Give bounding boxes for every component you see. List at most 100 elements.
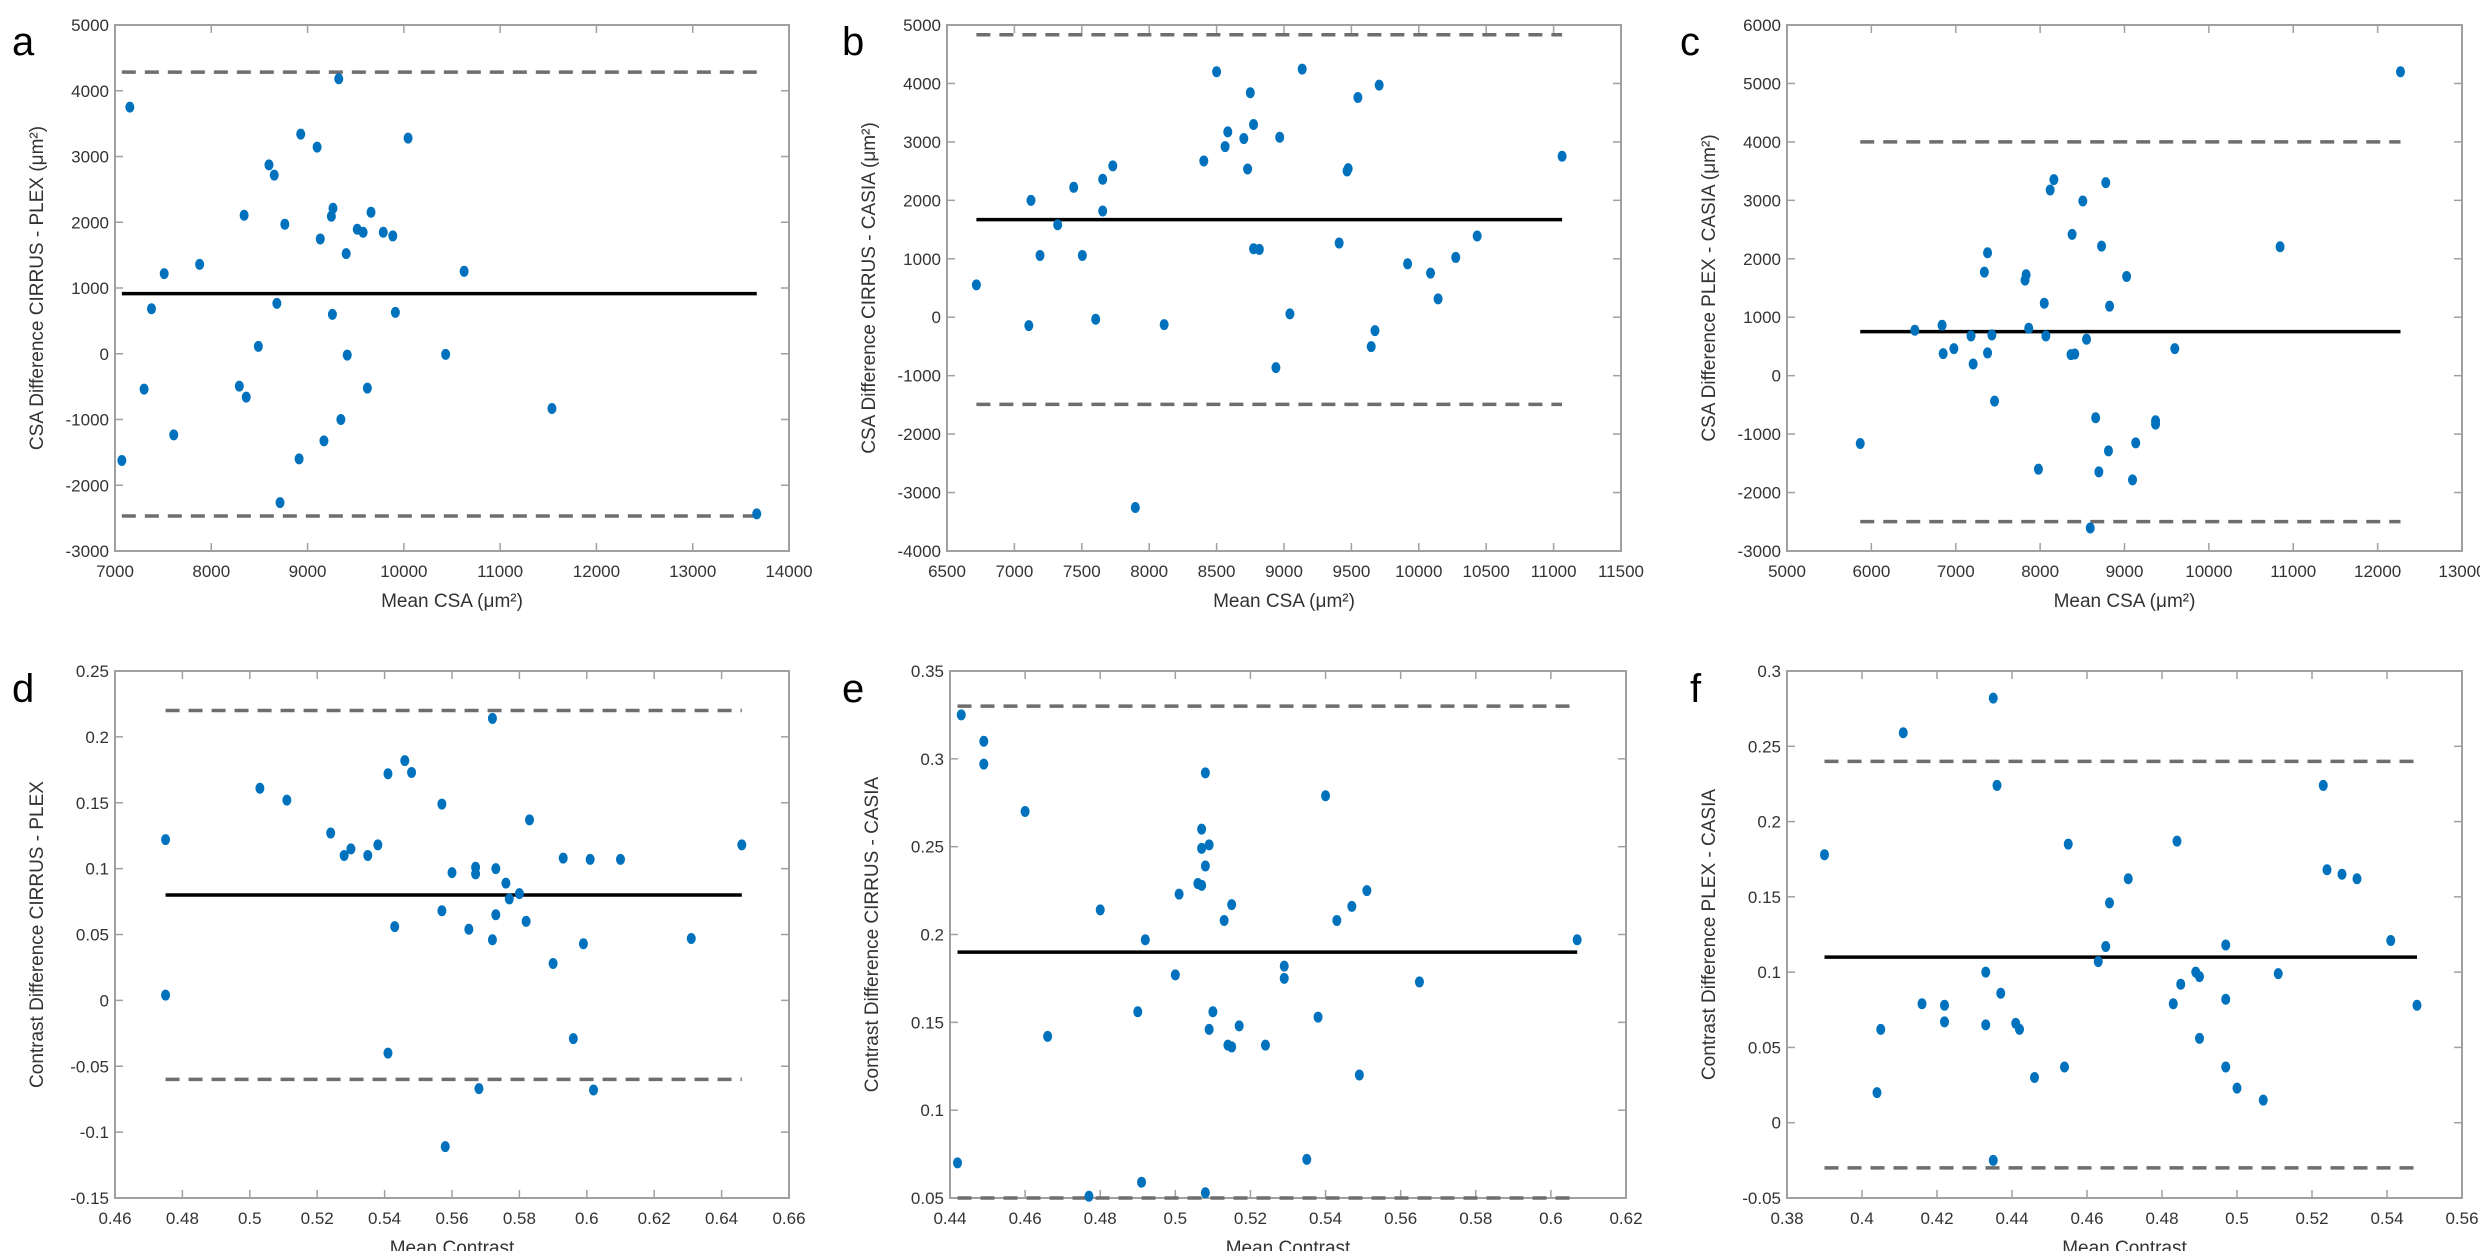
data-point (1403, 258, 1413, 270)
data-point (1159, 319, 1169, 331)
data-point (390, 921, 400, 933)
data-point (2020, 274, 2030, 286)
data-point (341, 248, 351, 260)
data-point (125, 101, 135, 113)
data-point (1297, 63, 1307, 75)
y-tick-label: -1000 (66, 411, 109, 430)
data-point (139, 383, 149, 395)
x-tick-label: 0.58 (503, 1209, 536, 1228)
x-tick-label: 13000 (669, 562, 716, 581)
data-point (296, 128, 306, 140)
data-point (2105, 897, 2114, 909)
x-tick-label: 8500 (1198, 562, 1236, 581)
data-point (1243, 163, 1253, 175)
x-axis-label: Mean Contrast (390, 1238, 515, 1251)
data-point (326, 827, 336, 839)
data-point (1234, 1020, 1244, 1032)
y-tick-label: -1000 (1738, 425, 1781, 444)
data-point (737, 839, 747, 851)
data-point (159, 268, 169, 280)
y-tick-label: -0.05 (1742, 1189, 1781, 1208)
data-point (1170, 969, 1180, 981)
y-tick-label: 0 (932, 308, 941, 327)
data-point (447, 867, 457, 879)
x-tick-label: 10500 (1463, 562, 1510, 581)
data-point (1472, 230, 1482, 242)
panel-letter: c (1680, 20, 1700, 64)
data-point (239, 209, 249, 221)
data-point (1199, 155, 1209, 167)
data-point (1983, 347, 1993, 359)
y-tick-label: 0.1 (85, 860, 109, 879)
y-tick-label: 0.1 (920, 1101, 944, 1120)
x-tick-label: 6500 (928, 562, 966, 581)
y-tick-label: -2000 (66, 476, 109, 495)
data-point (1239, 133, 1249, 145)
data-point (568, 1033, 578, 1045)
data-point (2122, 270, 2132, 282)
x-tick-label: 9500 (1332, 562, 1370, 581)
data-point (1332, 914, 1342, 926)
y-tick-label: 2000 (1743, 250, 1781, 269)
x-tick-label: 7500 (1063, 562, 1101, 581)
x-tick-label: 12000 (2354, 562, 2401, 581)
data-point (1204, 839, 1214, 851)
data-point (459, 265, 469, 277)
y-tick-label: 0 (1772, 1114, 1781, 1133)
y-tick-label: 0.15 (911, 1013, 944, 1032)
data-point (1374, 79, 1384, 91)
data-point (2128, 474, 2138, 486)
x-tick-label: 9000 (2106, 562, 2144, 581)
y-tick-label: 0 (100, 991, 109, 1010)
y-tick-label: 1000 (1743, 308, 1781, 327)
x-tick-label: 0.64 (705, 1209, 738, 1228)
data-point (1077, 249, 1087, 261)
y-tick-label: 0.35 (911, 662, 944, 681)
data-point (1254, 243, 1264, 255)
data-point (2258, 1094, 2268, 1106)
data-point (117, 455, 127, 467)
data-point (2195, 1032, 2204, 1044)
x-tick-label: 0.56 (2445, 1209, 2478, 1228)
data-point (2082, 333, 2092, 345)
y-tick-label: 0.25 (1748, 737, 1781, 756)
data-point (521, 915, 531, 927)
data-point (2030, 1072, 2039, 1084)
data-point (1992, 779, 2002, 791)
data-point (315, 233, 325, 245)
x-tick-label: 11000 (477, 562, 523, 581)
data-point (2168, 998, 2178, 1010)
y-axis-label: Contrast Difference CIRRUS - CASIA (862, 776, 883, 1092)
x-axis-label: Mean Contrast (1226, 1238, 1351, 1251)
x-tick-label: 0.56 (1384, 1209, 1417, 1228)
data-point (1362, 885, 1372, 897)
data-point (272, 297, 282, 309)
data-point (2412, 999, 2422, 1011)
x-tick-label: 0.46 (98, 1209, 131, 1228)
data-point (1937, 319, 1947, 331)
data-point (146, 303, 156, 315)
data-point (2070, 348, 2080, 360)
data-point (275, 497, 285, 509)
data-point (334, 73, 344, 85)
data-point (294, 453, 304, 465)
data-point (1285, 308, 1295, 320)
y-axis-label: CSA Difference CIRRUS - CASIA (μm²) (859, 122, 880, 454)
data-point (616, 853, 625, 865)
data-point (253, 340, 263, 352)
data-point (2386, 935, 2396, 947)
data-point (2101, 941, 2111, 953)
data-point (1981, 966, 1991, 978)
x-tick-label: 0.44 (1995, 1209, 2028, 1228)
data-point (589, 1084, 599, 1096)
data-point (1098, 205, 1108, 217)
y-tick-label: 5000 (1743, 74, 1781, 93)
x-tick-label: 0.5 (1164, 1209, 1188, 1228)
x-tick-label: 0.58 (1459, 1209, 1492, 1228)
y-tick-label: 1000 (903, 250, 941, 269)
y-tick-label: 0.3 (1757, 662, 1781, 681)
data-point (1917, 998, 1927, 1010)
axes-frame (114, 670, 790, 1199)
